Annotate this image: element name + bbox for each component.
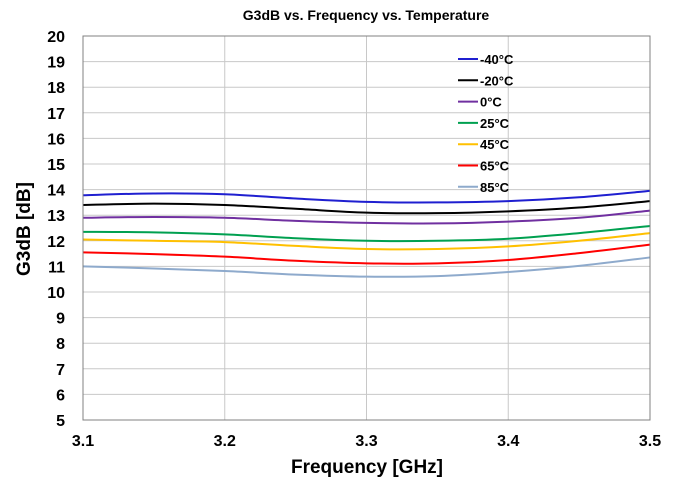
legend-label: 45°C (480, 137, 510, 152)
legend-label: 25°C (480, 116, 510, 131)
grid (82, 35, 651, 421)
legend-label: 85°C (480, 180, 510, 195)
y-tick-label: 16 (47, 131, 65, 148)
legend-label: -20°C (480, 73, 514, 88)
plot-area-frame (82, 35, 651, 421)
legend: -40°C -20°C 0°C 25°C 45°C 65°C 85°C (458, 52, 514, 195)
y-tick-label: 5 (56, 413, 65, 430)
series-line (82, 200, 651, 215)
legend-label: 65°C (480, 159, 510, 174)
legend-label: -40°C (480, 52, 514, 67)
y-tick-label: 7 (56, 362, 65, 379)
y-tick-labels: 5 6 7 8 9 10 11 12 13 14 15 16 17 18 19 20 (47, 29, 65, 430)
x-tick-label: 3.4 (497, 433, 519, 450)
y-tick-label: 17 (47, 106, 65, 123)
y-tick-label: 18 (47, 80, 65, 97)
y-axis-label: G3dB [dB] (14, 182, 35, 276)
y-tick-label: 10 (47, 285, 65, 302)
x-tick-labels: 3.1 3.2 3.3 3.4 3.5 (72, 433, 661, 450)
series-line (82, 224, 651, 243)
x-tick-label: 3.5 (639, 433, 661, 450)
y-tick-label: 12 (47, 234, 65, 251)
y-tick-label: 9 (56, 311, 65, 328)
y-tick-label: 20 (47, 29, 65, 46)
y-tick-label: 8 (56, 336, 65, 353)
series-line (82, 243, 651, 265)
x-tick-label: 3.3 (355, 433, 377, 450)
y-tick-label: 14 (47, 183, 65, 200)
y-tick-label: 19 (47, 55, 65, 72)
x-axis-label: Frequency [GHz] (291, 457, 443, 478)
series-line (82, 232, 651, 251)
y-tick-label: 11 (48, 259, 65, 276)
chart-title: G3dB vs. Frequency vs. Temperature (243, 7, 490, 23)
series-line (82, 209, 651, 225)
x-tick-label: 3.1 (72, 433, 94, 450)
y-tick-label: 15 (47, 157, 65, 174)
series-lines (82, 189, 651, 278)
x-tick-label: 3.2 (214, 433, 236, 450)
legend-label: 0°C (480, 95, 502, 110)
series-line (82, 256, 651, 278)
series-line (82, 189, 651, 204)
y-tick-label: 6 (56, 387, 65, 404)
y-tick-label: 13 (47, 208, 65, 225)
